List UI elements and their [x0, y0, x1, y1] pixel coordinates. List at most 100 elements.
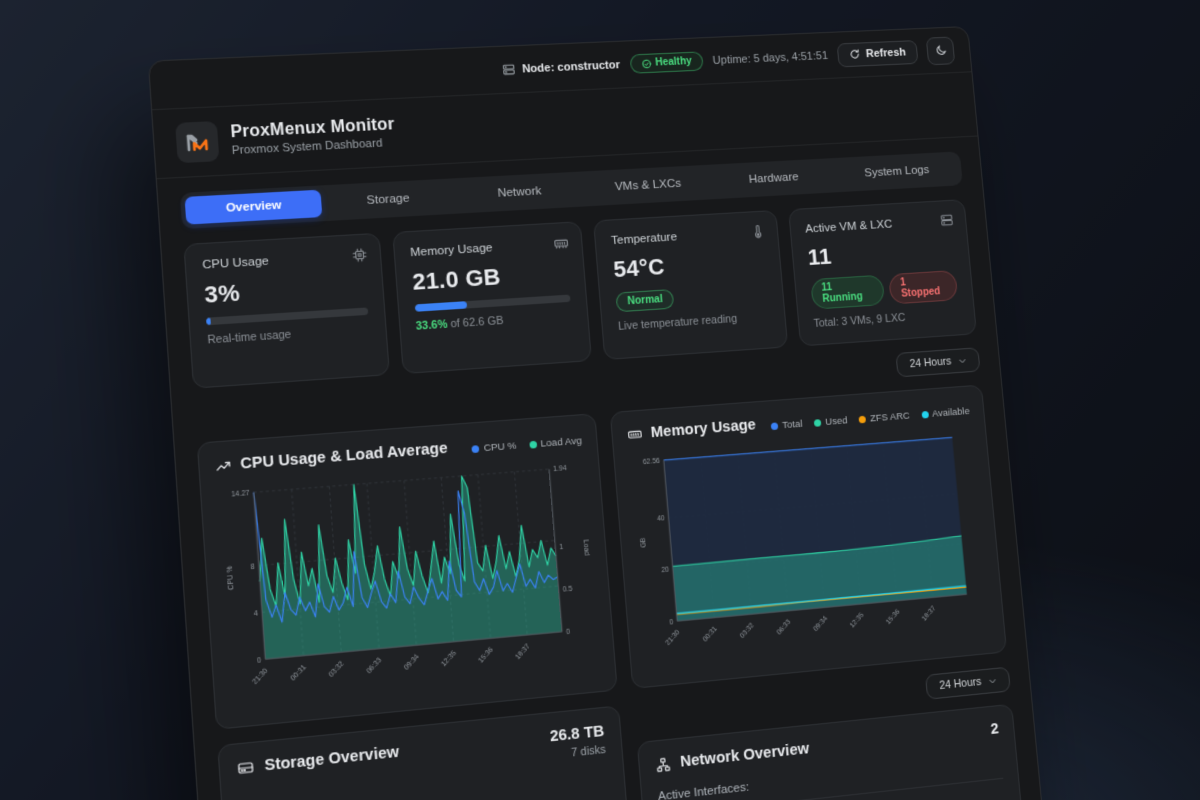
tab-overview[interactable]: Overview — [184, 189, 323, 225]
svg-text:12:35: 12:35 — [849, 611, 866, 629]
cpu-load-chart-card: CPU Usage & Load Average CPU % Load Avg … — [196, 413, 618, 731]
network-tree-icon — [655, 756, 672, 774]
svg-text:4: 4 — [254, 610, 259, 618]
memory-card-caption: 33.6% of 62.6 GB — [415, 314, 504, 333]
svg-text:12:35: 12:35 — [440, 649, 458, 668]
proxmenux-logo — [175, 121, 220, 164]
storage-total-value: 26.8 TB — [549, 723, 605, 747]
vm-card-caption: Total: 3 VMs, 9 LXC — [813, 311, 906, 331]
check-circle-icon — [641, 58, 652, 69]
memory-chart-card: Memory Usage Total Used ZFS ARC Availabl… — [609, 384, 1008, 690]
refresh-icon — [849, 49, 861, 60]
tab-vms-lxcs[interactable]: VMs & LXCs — [614, 177, 682, 194]
svg-text:40: 40 — [657, 515, 666, 523]
time-range-select-bottom[interactable]: 24 Hours — [925, 667, 1011, 701]
legend-dot-load — [528, 440, 537, 449]
tab-storage[interactable]: Storage — [366, 192, 411, 208]
node-name: Node: constructor — [521, 58, 621, 76]
temperature-card-value: 54°C — [612, 253, 666, 283]
legend-dot-total — [770, 422, 779, 431]
memory-usage-chart: 62.56 40 20 0 21:30 00:31 03:32 06:33 09:34 12:35… — [628, 421, 991, 678]
cpu-chip-icon — [351, 247, 367, 263]
storage-title: Storage Overview — [263, 744, 400, 776]
storage-summary: 26.8 TB 7 disks — [549, 723, 606, 762]
svg-text:Load: Load — [582, 539, 591, 556]
memory-progress-fill — [414, 301, 468, 312]
tab-hardware[interactable]: Hardware — [748, 171, 800, 186]
charts-row: CPU Usage & Load Average CPU % Load Avg … — [196, 384, 1008, 731]
svg-text:GB: GB — [640, 537, 648, 548]
cpu-card-caption: Real-time usage — [207, 328, 292, 347]
svg-text:18:37: 18:37 — [514, 643, 532, 662]
network-title: Network Overview — [679, 740, 810, 772]
svg-text:1.94: 1.94 — [553, 465, 567, 473]
svg-text:06:33: 06:33 — [776, 618, 793, 636]
svg-text:62.56: 62.56 — [643, 458, 661, 467]
svg-text:03:32: 03:32 — [739, 622, 756, 640]
moon-icon — [934, 44, 948, 57]
uptime-text: Uptime: 5 days, 4:51:51 — [712, 49, 829, 67]
memory-icon — [553, 235, 570, 251]
legend-dot-zfs-arc — [858, 415, 867, 424]
legend-dot-used — [814, 419, 822, 427]
chevron-down-icon-2 — [988, 676, 998, 686]
cpu-progress-track — [205, 307, 368, 326]
svg-text:14.27: 14.27 — [231, 490, 250, 499]
svg-text:0.5: 0.5 — [562, 585, 573, 593]
tab-network[interactable]: Network — [497, 185, 542, 200]
main-content: Overview Storage Network VMs & LXCs Hard… — [157, 136, 1052, 800]
vm-card-value: 11 — [806, 243, 833, 271]
legend-dot-cpu — [471, 445, 480, 454]
temperature-card-caption: Live temperature reading — [617, 312, 738, 334]
vm-badges: 11 Running 1 Stopped — [809, 269, 959, 310]
server-stack-icon — [939, 213, 954, 228]
svg-text:0: 0 — [257, 656, 262, 664]
svg-text:09:34: 09:34 — [812, 615, 829, 633]
logo-m-icon — [183, 129, 211, 156]
vm-running-badge: 11 Running — [809, 274, 886, 310]
cpu-progress-fill — [205, 317, 212, 326]
memory-card-value: 21.0 GB — [411, 263, 502, 296]
svg-text:00:31: 00:31 — [290, 663, 309, 682]
temperature-card: Temperature 54°C Normal Live temperature… — [592, 209, 788, 361]
memory-chart-icon — [627, 426, 644, 443]
trending-up-icon — [214, 457, 232, 474]
svg-text:0: 0 — [566, 628, 571, 636]
vm-stopped-badge: 1 Stopped — [888, 269, 959, 305]
theme-toggle-button[interactable] — [925, 36, 956, 65]
cpu-load-chart: 14.27 8 4 0 1.94 1 0.5 0 21:30 00:31 03:32 06:33 09:… — [216, 451, 601, 719]
network-title-block: Network Overview — [655, 741, 810, 774]
svg-text:03:32: 03:32 — [328, 660, 346, 679]
svg-text:15:36: 15:36 — [885, 608, 902, 626]
app-title-block: ProxMenux Monitor Proxmox System Dashboa… — [230, 116, 396, 158]
svg-text:21:30: 21:30 — [664, 629, 681, 647]
node-info: Node: constructor — [502, 58, 621, 76]
server-icon — [502, 63, 517, 77]
vm-card-label: Active VM & LXC — [804, 218, 893, 236]
svg-text:CPU %: CPU % — [227, 566, 236, 591]
memory-progress-track — [414, 294, 571, 312]
temperature-card-label: Temperature — [610, 231, 678, 248]
temperature-status-badge: Normal — [615, 288, 675, 313]
cpu-card-label: CPU Usage — [201, 255, 270, 272]
storage-title-block: Storage Overview — [236, 744, 400, 778]
svg-text:20: 20 — [661, 567, 670, 575]
active-vm-lxc-card: Active VM & LXC 11 11 Running 1 Stopped … — [787, 199, 978, 347]
chevron-down-icon — [958, 356, 968, 366]
dashboard-window: Node: constructor Healthy Uptime: 5 days… — [147, 26, 1060, 800]
network-column: 24 Hours Network Overview 2 Active — [634, 667, 1031, 800]
cpu-card-value: 3% — [203, 279, 241, 309]
svg-text:0: 0 — [669, 618, 674, 626]
time-range-select-top[interactable]: 24 Hours — [895, 347, 981, 378]
tab-system-logs[interactable]: System Logs — [863, 164, 930, 180]
svg-text:00:31: 00:31 — [702, 625, 719, 643]
svg-text:8: 8 — [250, 563, 255, 571]
svg-text:09:34: 09:34 — [403, 653, 421, 672]
refresh-button[interactable]: Refresh — [836, 39, 919, 67]
health-badge: Healthy — [629, 51, 704, 74]
network-interface-count: 2 — [989, 721, 1000, 739]
legend-dot-available — [921, 410, 929, 419]
memory-usage-card: Memory Usage 21.0 GB 33.6% of 62.6 GB — [391, 221, 593, 375]
svg-text:18:37: 18:37 — [921, 605, 938, 623]
